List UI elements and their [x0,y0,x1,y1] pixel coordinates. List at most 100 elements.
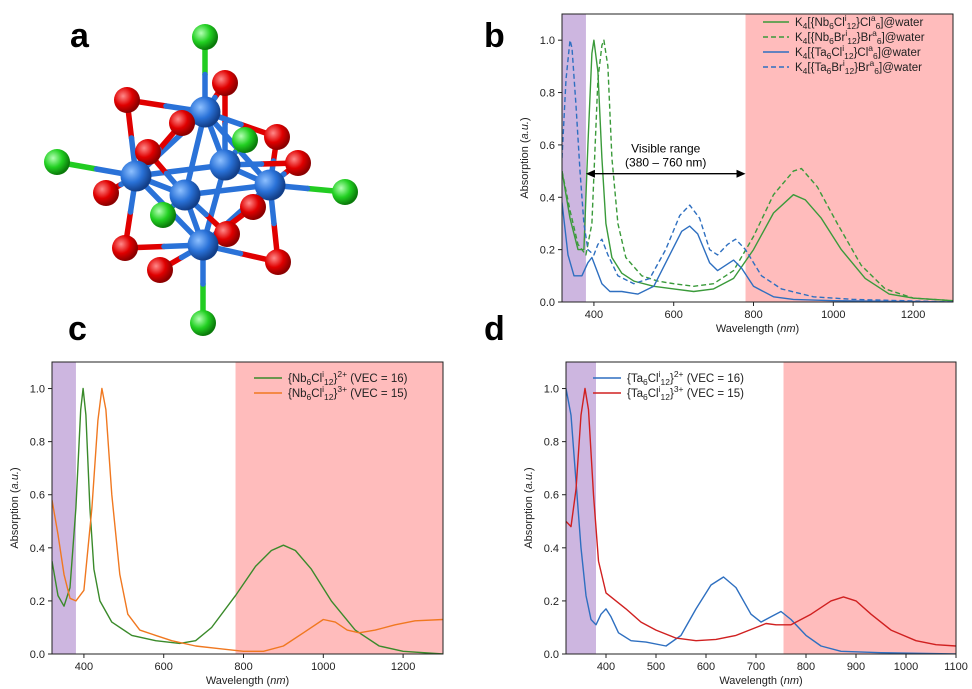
oxygen-atom [112,235,138,261]
oxygen-atom [169,110,195,136]
x-tick-label: 600 [697,661,715,673]
x-tick-label: 400 [75,661,93,673]
chlorine-atom [192,24,218,50]
y-tick-label: 0.6 [544,490,559,502]
oxygen-atom [147,257,173,283]
nir-range-band [235,362,443,654]
chart-panel-d: 400 500 600 700 800 900 1000 1100 0.0 0.2 0.4 0.6 0.… [523,361,968,687]
x-tick-label: 1200 [901,309,925,321]
legend: {Ta6Cli12}2+ (VEC = 16){Ta6Cli12}3+ (VEC… [593,369,744,402]
series-line-2 [562,39,953,302]
uv-range-band [562,14,586,302]
y-tick-label: 0.2 [30,596,45,608]
nir-range-band [745,14,953,302]
metal-atom [189,96,221,128]
atoms [44,24,358,336]
y-tick-label: 0.8 [544,437,559,449]
plot-frame [561,13,954,303]
panel-letter-a: a [70,17,90,55]
x-axis-title: Wavelength (nm) [716,323,799,335]
chlorine-atom [150,202,176,228]
legend-label: K4[{Ta6Bri12}Bra6]@water [795,58,922,76]
arrow-head-left [585,169,595,178]
series-line-2 [566,387,956,647]
x-tick-label: 1000 [821,309,845,321]
panel-letter-c: c [68,310,87,348]
metal-atom [209,149,241,181]
x-tick-label: 500 [647,661,665,673]
series-line-2 [52,387,443,652]
legend-label: K4[{Nb6Cli12}Cla6]@water [795,13,923,31]
y-tick-label: 0.4 [540,192,555,204]
series-group [52,387,443,654]
series-line-1 [566,388,956,654]
oxygen-atom [93,180,119,206]
legend-label: {Ta6Cli12}3+ (VEC = 15) [627,384,744,402]
uv-range-band [52,362,76,654]
chlorine-atom [232,127,258,153]
y-tick-label: 0.4 [544,543,559,555]
x-axis-title: Wavelength (nm) [719,675,802,687]
legend-label: {Nb6Cli12}2+ (VEC = 16) [288,369,408,387]
y-tick-label: 0.6 [30,490,45,502]
series-line-4 [562,39,953,302]
x-tick-label: 800 [797,661,815,673]
annotation-line-2: (380 – 760 nm) [625,156,706,170]
y-tick-label: 0.2 [544,596,559,608]
metal-atom [169,179,201,211]
annotation-line-1: Visible range [631,142,700,156]
series-line-3 [562,202,953,302]
legend: K4[{Nb6Cli12}Cla6]@waterK4[{Nb6Bri12}Bra… [763,13,925,76]
uv-range-band [566,362,596,654]
y-tick-label: 0.0 [540,297,555,309]
y-tick-label: 0.8 [540,88,555,100]
x-tick-label: 1000 [311,661,335,673]
legend-label: K4[{Ta6Cli12}Cla6]@water [795,43,921,61]
chlorine-atom [332,179,358,205]
oxygen-atom [285,150,311,176]
series-line-1 [52,387,443,654]
oxygen-atom [240,194,266,220]
y-tick-label: 0.6 [540,140,555,152]
x-tick-label: 800 [234,661,252,673]
visible-range-annotation: Visible range(380 – 760 nm) [585,142,746,178]
x-tick-label: 400 [585,309,603,321]
oxygen-atom [114,87,140,113]
y-tick-label: 0.8 [30,437,45,449]
x-tick-label: 1100 [944,661,968,673]
nir-range-band [783,362,956,654]
y-axis-title: Absorption (a.u.) [523,467,535,548]
molecular-structure-model [44,24,358,336]
oxygen-atom [212,70,238,96]
y-tick-label: 0.2 [540,245,555,257]
oxygen-atom [264,124,290,150]
series-group [562,39,953,302]
chart-panel-b: 400 600 800 1000 1200 0.0 0.2 0.4 0.6 0.8 1.0 Wavel… [519,13,954,335]
oxygen-atom [214,221,240,247]
metal-atom [120,160,152,192]
x-tick-label: 400 [597,661,615,673]
y-axis-title: Absorption (a.u.) [519,117,531,198]
x-tick-label: 600 [155,661,173,673]
chlorine-atom [190,310,216,336]
oxygen-atom [135,139,161,165]
x-tick-label: 800 [744,309,762,321]
chart-panel-c: 400 600 800 1000 1200 0.0 0.2 0.4 0.6 0.8 1.0 Wavel… [9,361,444,687]
series-group [566,387,956,654]
oxygen-atom [265,249,291,275]
chlorine-atom [44,149,70,175]
y-tick-label: 1.0 [544,384,559,396]
x-tick-label: 1000 [894,661,918,673]
y-tick-label: 0.0 [30,649,45,661]
y-tick-label: 0.0 [544,649,559,661]
bonds [54,34,348,326]
panel-letter-b: b [484,17,505,55]
legend-label: {Nb6Cli12}3+ (VEC = 15) [288,384,408,402]
x-tick-label: 1200 [391,661,415,673]
x-tick-label: 900 [847,661,865,673]
x-axis-title: Wavelength (nm) [206,675,289,687]
x-tick-label: 600 [665,309,683,321]
y-tick-label: 0.4 [30,543,45,555]
y-axis-title: Absorption (a.u.) [9,467,21,548]
